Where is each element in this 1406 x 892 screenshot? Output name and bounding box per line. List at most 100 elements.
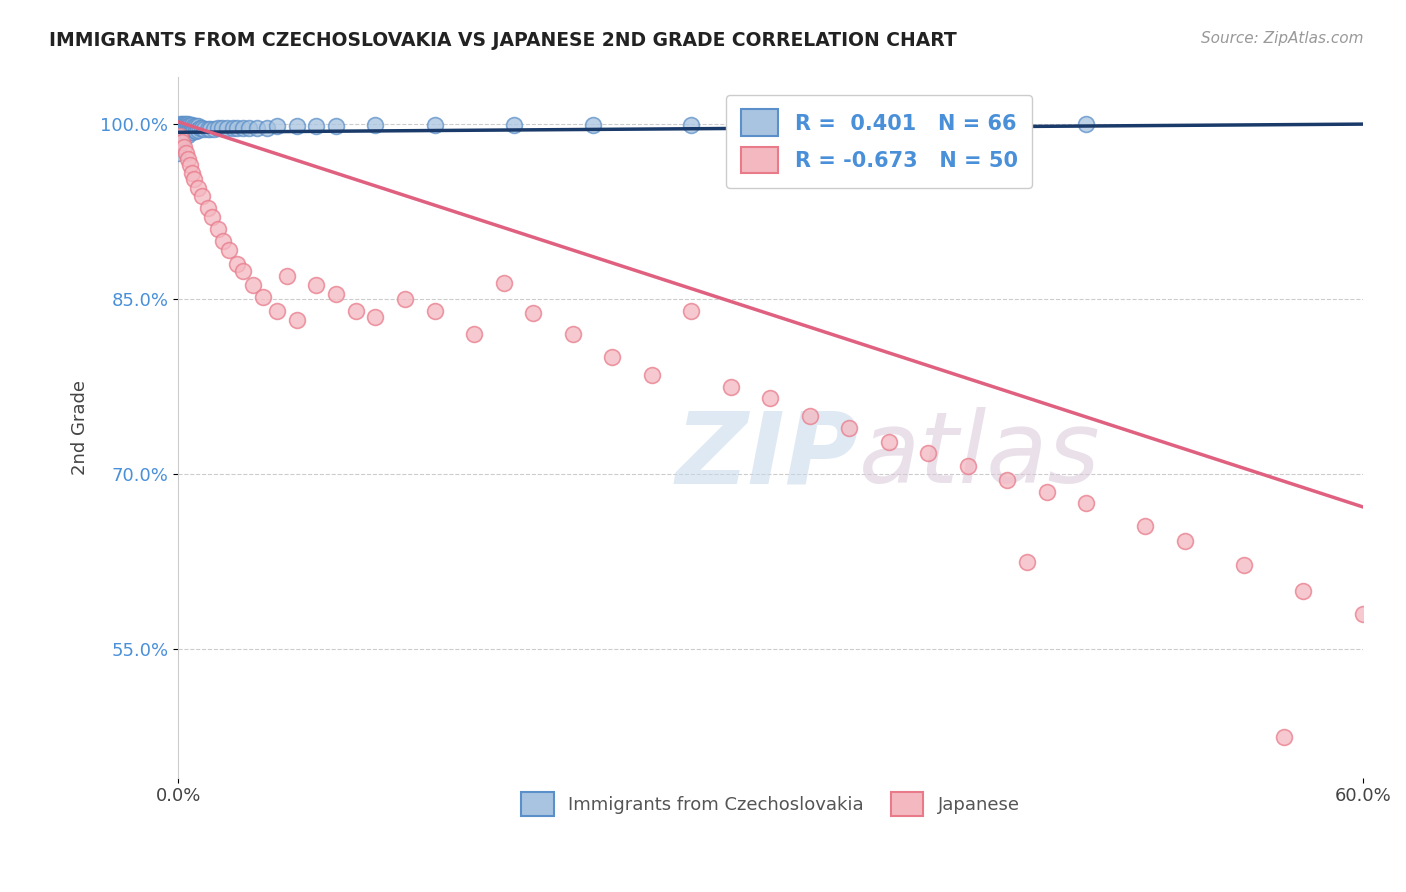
Point [222,120,245,135]
Point [169,128,191,143]
Point [197,201,219,215]
Point [394,292,416,306]
Point [177,152,200,166]
Point [187,181,209,195]
Point [463,327,485,342]
Point [522,306,544,320]
Point [956,458,979,473]
Point [305,278,328,293]
Point [246,120,269,135]
Point [170,131,193,145]
Point [364,310,387,324]
Point [177,128,200,142]
Point [180,121,202,136]
Point [173,140,195,154]
Point [184,120,207,134]
Point [1272,730,1295,744]
Point [173,125,195,139]
Point [191,120,214,135]
Point [197,121,219,136]
Point [1035,484,1057,499]
Text: Source: ZipAtlas.com: Source: ZipAtlas.com [1201,31,1364,46]
Point [582,118,605,132]
Point [180,166,202,180]
Point [917,446,939,460]
Point [179,118,201,132]
Point [167,146,190,161]
Point [167,135,190,149]
Point [344,303,367,318]
Point [177,120,200,134]
Point [179,124,201,138]
Point [170,135,193,149]
Point [173,120,195,134]
Point [681,118,703,132]
Point [1076,117,1098,131]
Point [173,121,195,136]
Point [169,120,191,134]
Point [1292,583,1315,598]
Point [198,121,221,136]
Point [492,276,515,290]
Point [276,268,298,283]
Point [858,117,880,131]
Point [995,473,1018,487]
Point [180,125,202,139]
Point [183,172,205,186]
Point [167,128,190,143]
Point [1174,533,1197,548]
Point [169,128,191,143]
Point [305,120,328,134]
Text: ZIP: ZIP [676,407,859,504]
Point [232,120,254,135]
Point [188,120,211,135]
Point [838,420,860,434]
Point [1233,558,1256,573]
Point [325,120,347,134]
Point [169,135,191,149]
Point [602,351,624,365]
Point [212,234,235,248]
Point [173,131,195,145]
Point [170,117,193,131]
Point [184,124,207,138]
Point [191,189,214,203]
Point [956,117,979,131]
Point [180,118,202,132]
Point [170,123,193,137]
Point [759,392,782,406]
Point [325,287,347,301]
Point [232,264,254,278]
Point [285,120,308,134]
Point [174,117,197,131]
Point [266,120,288,134]
Point [174,120,197,134]
Point [183,123,205,137]
Point [252,290,274,304]
Point [170,120,193,134]
Legend: Immigrants from Czechoslovakia, Japanese: Immigrants from Czechoslovakia, Japanese [512,783,1029,824]
Point [1351,607,1374,622]
Point [561,327,583,342]
Point [170,127,193,141]
Point [173,117,195,131]
Point [1135,518,1157,533]
Point [211,120,233,135]
Point [177,123,200,137]
Point [238,120,260,135]
Text: IMMIGRANTS FROM CZECHOSLOVAKIA VS JAPANESE 2ND GRADE CORRELATION CHART: IMMIGRANTS FROM CZECHOSLOVAKIA VS JAPANE… [49,31,957,50]
Point [759,117,782,131]
Point [218,243,240,257]
Point [502,118,524,132]
Point [187,120,209,134]
Point [207,120,229,135]
Point [423,118,446,132]
Point [174,127,197,141]
Point [641,368,664,382]
Point [423,303,446,318]
Point [266,303,288,318]
Point [174,146,197,161]
Point [202,121,225,136]
Point [201,211,224,225]
Point [207,222,229,236]
